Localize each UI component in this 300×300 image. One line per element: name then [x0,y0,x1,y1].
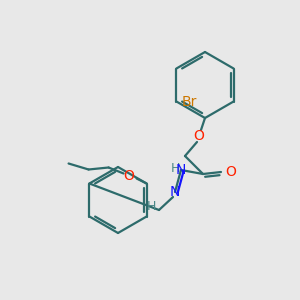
Text: O: O [123,169,134,182]
Text: H: H [146,200,156,212]
Text: N: N [170,185,180,199]
Text: O: O [194,129,204,143]
Text: N: N [176,163,186,177]
Text: H: H [170,161,180,175]
Text: O: O [225,165,236,179]
Text: Br: Br [182,94,197,109]
